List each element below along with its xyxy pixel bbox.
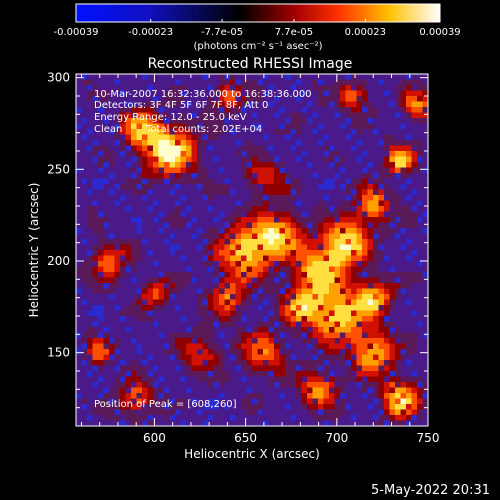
y-tick-label: 150: [47, 346, 70, 360]
x-tick-label: 700: [325, 431, 348, 445]
colorbar: [76, 4, 440, 22]
colorbar-tick-label: -0.00039: [54, 27, 99, 38]
chart-title: Reconstructed RHESSI Image: [148, 56, 353, 72]
footer-date: 5-May-2022 20:31: [371, 483, 490, 498]
y-tick-label: 200: [47, 254, 70, 268]
x-tick-label: 750: [417, 431, 440, 445]
y-axis-label: Heliocentric Y (arcsec): [27, 183, 41, 318]
annotation-counts: Total counts: 2.02E+04: [145, 124, 262, 135]
annotation-energy: Energy Range: 12.0 - 25.0 keV: [94, 112, 247, 123]
x-tick-label: 600: [143, 431, 166, 445]
colorbar-tick-label: -0.00023: [128, 27, 173, 38]
colorbar-tick-label: -7.7e-05: [201, 27, 243, 38]
annotation-peak: Position of Peak = [608,260]: [94, 399, 237, 410]
colorbar-tick-label: 0.00023: [345, 27, 386, 38]
x-tick-label: 650: [234, 431, 257, 445]
colorbar-label: (photons cm⁻² s⁻¹ asec⁻²): [193, 41, 322, 52]
annotation-time-range: 10-Mar-2007 16:32:36.000 to 16:38:36.000: [94, 89, 312, 100]
annotation-method: Clean: [94, 124, 122, 135]
colorbar-tick-label: 7.7e-05: [275, 27, 313, 38]
annotation-detectors: Detectors: 3F 4F 5F 6F 7F 8F, Att 0: [94, 100, 268, 111]
colorbar-tick-label: 0.00039: [419, 27, 460, 38]
y-tick-label: 250: [47, 162, 70, 176]
y-tick-label: 300: [47, 71, 70, 85]
x-axis-label: Heliocentric X (arcsec): [184, 447, 320, 461]
